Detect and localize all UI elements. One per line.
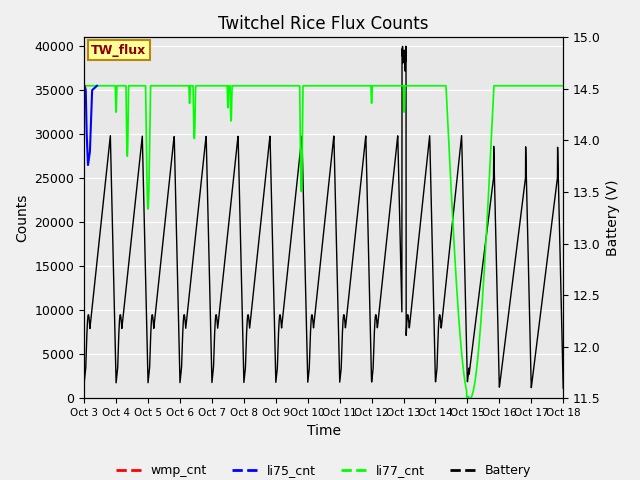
Y-axis label: Battery (V): Battery (V) — [606, 180, 620, 256]
Text: TW_flux: TW_flux — [92, 44, 147, 57]
Legend: wmp_cnt, li75_cnt, li77_cnt, Battery: wmp_cnt, li75_cnt, li77_cnt, Battery — [111, 459, 536, 480]
Y-axis label: Counts: Counts — [15, 193, 29, 242]
X-axis label: Time: Time — [307, 424, 340, 438]
Title: Twitchel Rice Flux Counts: Twitchel Rice Flux Counts — [218, 15, 429, 33]
